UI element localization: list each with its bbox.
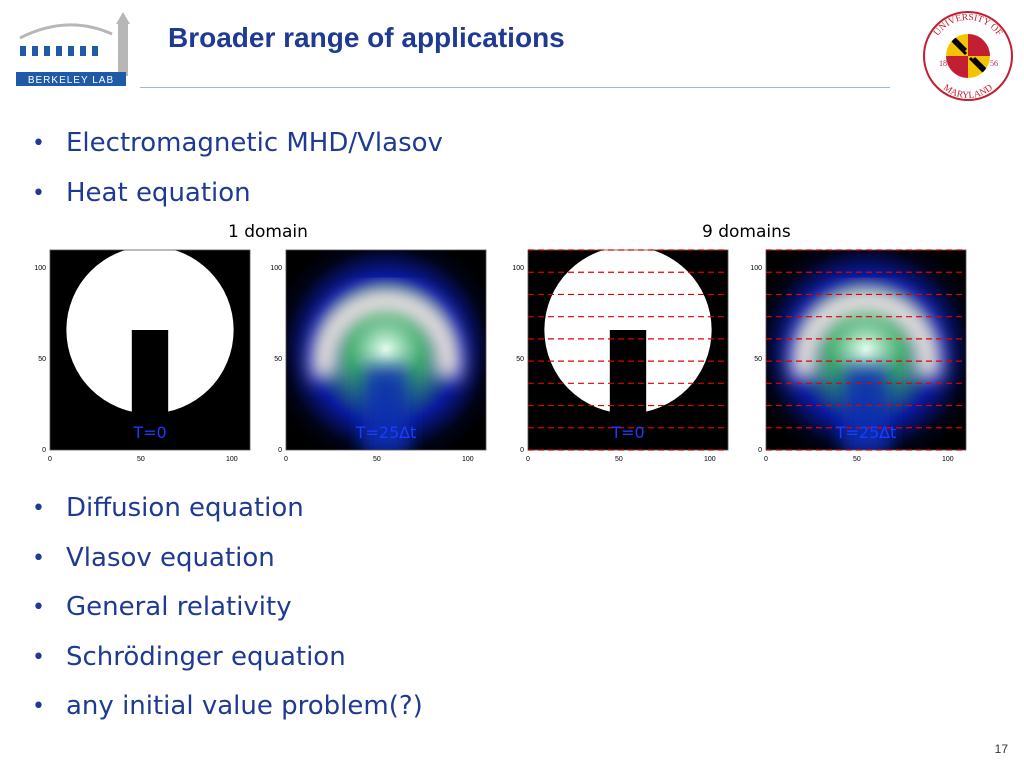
page-number: 17 [994, 742, 1008, 756]
bullet-text: Electromagnetic MHD/Vlasov [66, 128, 443, 158]
bullet-text: Schrödinger equation [66, 641, 346, 672]
y-tick-label: 0 [520, 447, 524, 454]
bullet-dot: • [32, 545, 45, 571]
bullet-item: • General relativity [30, 583, 423, 633]
time-label: T=0 [610, 423, 644, 442]
bullet-text: Heat equation [66, 177, 251, 208]
bullet-item: • any initial value problem(?) [30, 682, 423, 732]
bullet-dot: • [32, 694, 45, 719]
y-tick-label: 50 [274, 356, 282, 363]
svg-text:56: 56 [990, 59, 998, 68]
panel-svg: 0 50 100 0 50 100 T=25∆t [750, 249, 967, 463]
nine-domains-label: 9 domains [702, 222, 791, 242]
berkeley-lab-logo: BERKELEY LAB [12, 6, 142, 95]
bullet-dot: • [32, 180, 45, 206]
berkeley-lab-wordmark: BERKELEY LAB [28, 75, 114, 86]
panel-svg: 0 50 100 0 50 100 T=0 [512, 249, 729, 463]
diffused-ring [311, 287, 461, 381]
y-tick-label: 0 [758, 447, 762, 454]
y-tick-label: 50 [516, 356, 524, 363]
plot-initial-nine-domains: 0 50 100 0 50 100 T=0 [510, 246, 732, 466]
y-tick-label: 50 [754, 356, 762, 363]
panel-svg: 0 50 100 0 50 100 T=25∆t [270, 249, 487, 463]
diffused-ring [791, 287, 941, 381]
bullet-item: • Vlasov equation [30, 534, 423, 584]
bullet-dot: • [32, 496, 45, 521]
panel-svg: 0 50 100 0 50 100 T=0 [34, 249, 251, 463]
bullet-text: General relativity [66, 592, 292, 622]
bullet-list-bottom: • Diffusion equation • Vlasov equation • Ge… [30, 484, 423, 732]
y-tick-label: 100 [750, 265, 762, 272]
x-tick-label: 0 [284, 456, 288, 463]
plot-diffused-nine-domains: 0 50 100 0 50 100 T=25∆t [748, 246, 970, 466]
diffused-slot [362, 366, 410, 450]
x-tick-label: 100 [704, 456, 716, 463]
time-label: T=25∆t [355, 423, 417, 442]
x-tick-label: 50 [137, 456, 145, 463]
slide-title: Broader range of applications [168, 22, 565, 53]
y-tick-label: 100 [34, 265, 46, 272]
bullet-text: Diffusion equation [66, 493, 304, 523]
x-tick-label: 100 [226, 456, 238, 463]
x-tick-label: 0 [526, 456, 530, 463]
university-of-maryland-seal: UNIVERSITY OF MARYLAND 18 56 [918, 8, 1018, 109]
x-tick-label: 0 [48, 456, 52, 463]
x-tick-label: 100 [462, 456, 474, 463]
bullet-item: • Schrödinger equation [30, 633, 423, 683]
y-tick-label: 0 [42, 447, 46, 454]
bullet-item: • Heat equation [30, 169, 443, 219]
one-domain-label: 1 domain [228, 222, 308, 242]
y-tick-label: 50 [38, 356, 46, 363]
bullet-text: Vlasov equation [66, 542, 275, 573]
y-tick-label: 100 [270, 265, 282, 272]
bullet-dot: • [32, 131, 45, 156]
plot-diffused-one-domain: 0 50 100 0 50 100 T=25∆t [268, 246, 490, 466]
svg-text:18: 18 [939, 59, 947, 68]
x-tick-label: 100 [942, 456, 954, 463]
time-label: T=25∆t [835, 423, 897, 442]
diffused-slot [842, 366, 890, 450]
y-tick-label: 0 [278, 447, 282, 454]
title-divider [140, 87, 890, 88]
x-tick-label: 50 [615, 456, 623, 463]
plot-initial-one-domain: 0 50 100 0 50 100 T=0 [32, 246, 254, 466]
bullet-text: any initial value problem(?) [66, 691, 423, 721]
plot-frame [49, 249, 251, 451]
bullet-list-top: • Electromagnetic MHD/Vlasov • Heat equati… [30, 119, 443, 218]
bullet-item: • Diffusion equation [30, 484, 423, 534]
bullet-item: • Electromagnetic MHD/Vlasov [30, 119, 443, 169]
initial-slot [609, 330, 647, 450]
time-label: T=0 [132, 423, 166, 442]
x-tick-label: 0 [764, 456, 768, 463]
initial-slot [131, 330, 169, 450]
x-tick-label: 50 [373, 456, 381, 463]
bullet-dot: • [32, 644, 45, 670]
x-tick-label: 50 [853, 456, 861, 463]
plot-frame [285, 249, 487, 451]
bullet-dot: • [32, 595, 45, 620]
y-tick-label: 100 [512, 265, 524, 272]
